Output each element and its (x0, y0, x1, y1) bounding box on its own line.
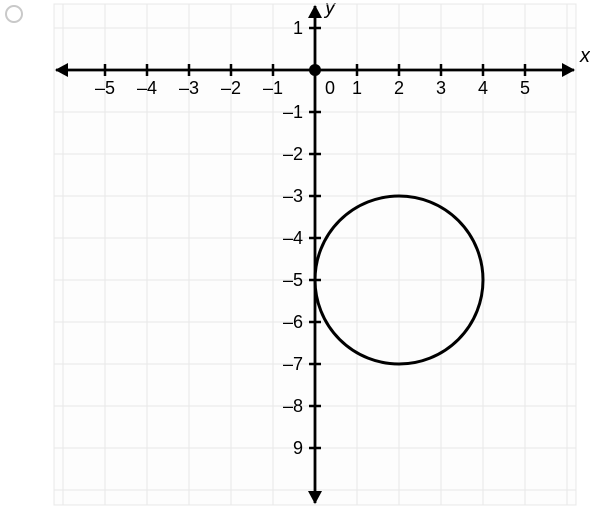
y-tick-label: –8 (283, 396, 303, 416)
x-tick-label: 2 (394, 78, 404, 98)
y-tick-label: –2 (283, 144, 303, 164)
x-tick-label: –1 (263, 78, 283, 98)
x-tick-label: 0 (325, 78, 335, 98)
x-tick-label: 1 (352, 78, 362, 98)
y-tick-label: –1 (283, 102, 303, 122)
y-axis-label: y (323, 0, 336, 19)
x-tick-label: –4 (137, 78, 157, 98)
chart-svg: –5–4–3–2–10123451–1–2–3–4–5–6–7–89xy (40, 0, 590, 509)
y-tick-label: 9 (293, 438, 303, 458)
y-tick-label: –6 (283, 312, 303, 332)
x-tick-label: 4 (478, 78, 488, 98)
x-tick-label: 5 (520, 78, 530, 98)
y-tick-label: –5 (283, 270, 303, 290)
x-tick-label: 3 (436, 78, 446, 98)
option-radio[interactable] (5, 5, 23, 23)
y-tick-label: –3 (283, 186, 303, 206)
y-tick-label: –4 (283, 228, 303, 248)
x-tick-label: –5 (95, 78, 115, 98)
coordinate-plane: –5–4–3–2–10123451–1–2–3–4–5–6–7–89xy (40, 0, 590, 509)
y-tick-label: –7 (283, 354, 303, 374)
x-tick-label: –3 (179, 78, 199, 98)
y-tick-label: 1 (293, 18, 303, 38)
origin-dot (309, 64, 321, 76)
x-tick-label: –2 (221, 78, 241, 98)
x-axis-label: x (579, 45, 590, 67)
